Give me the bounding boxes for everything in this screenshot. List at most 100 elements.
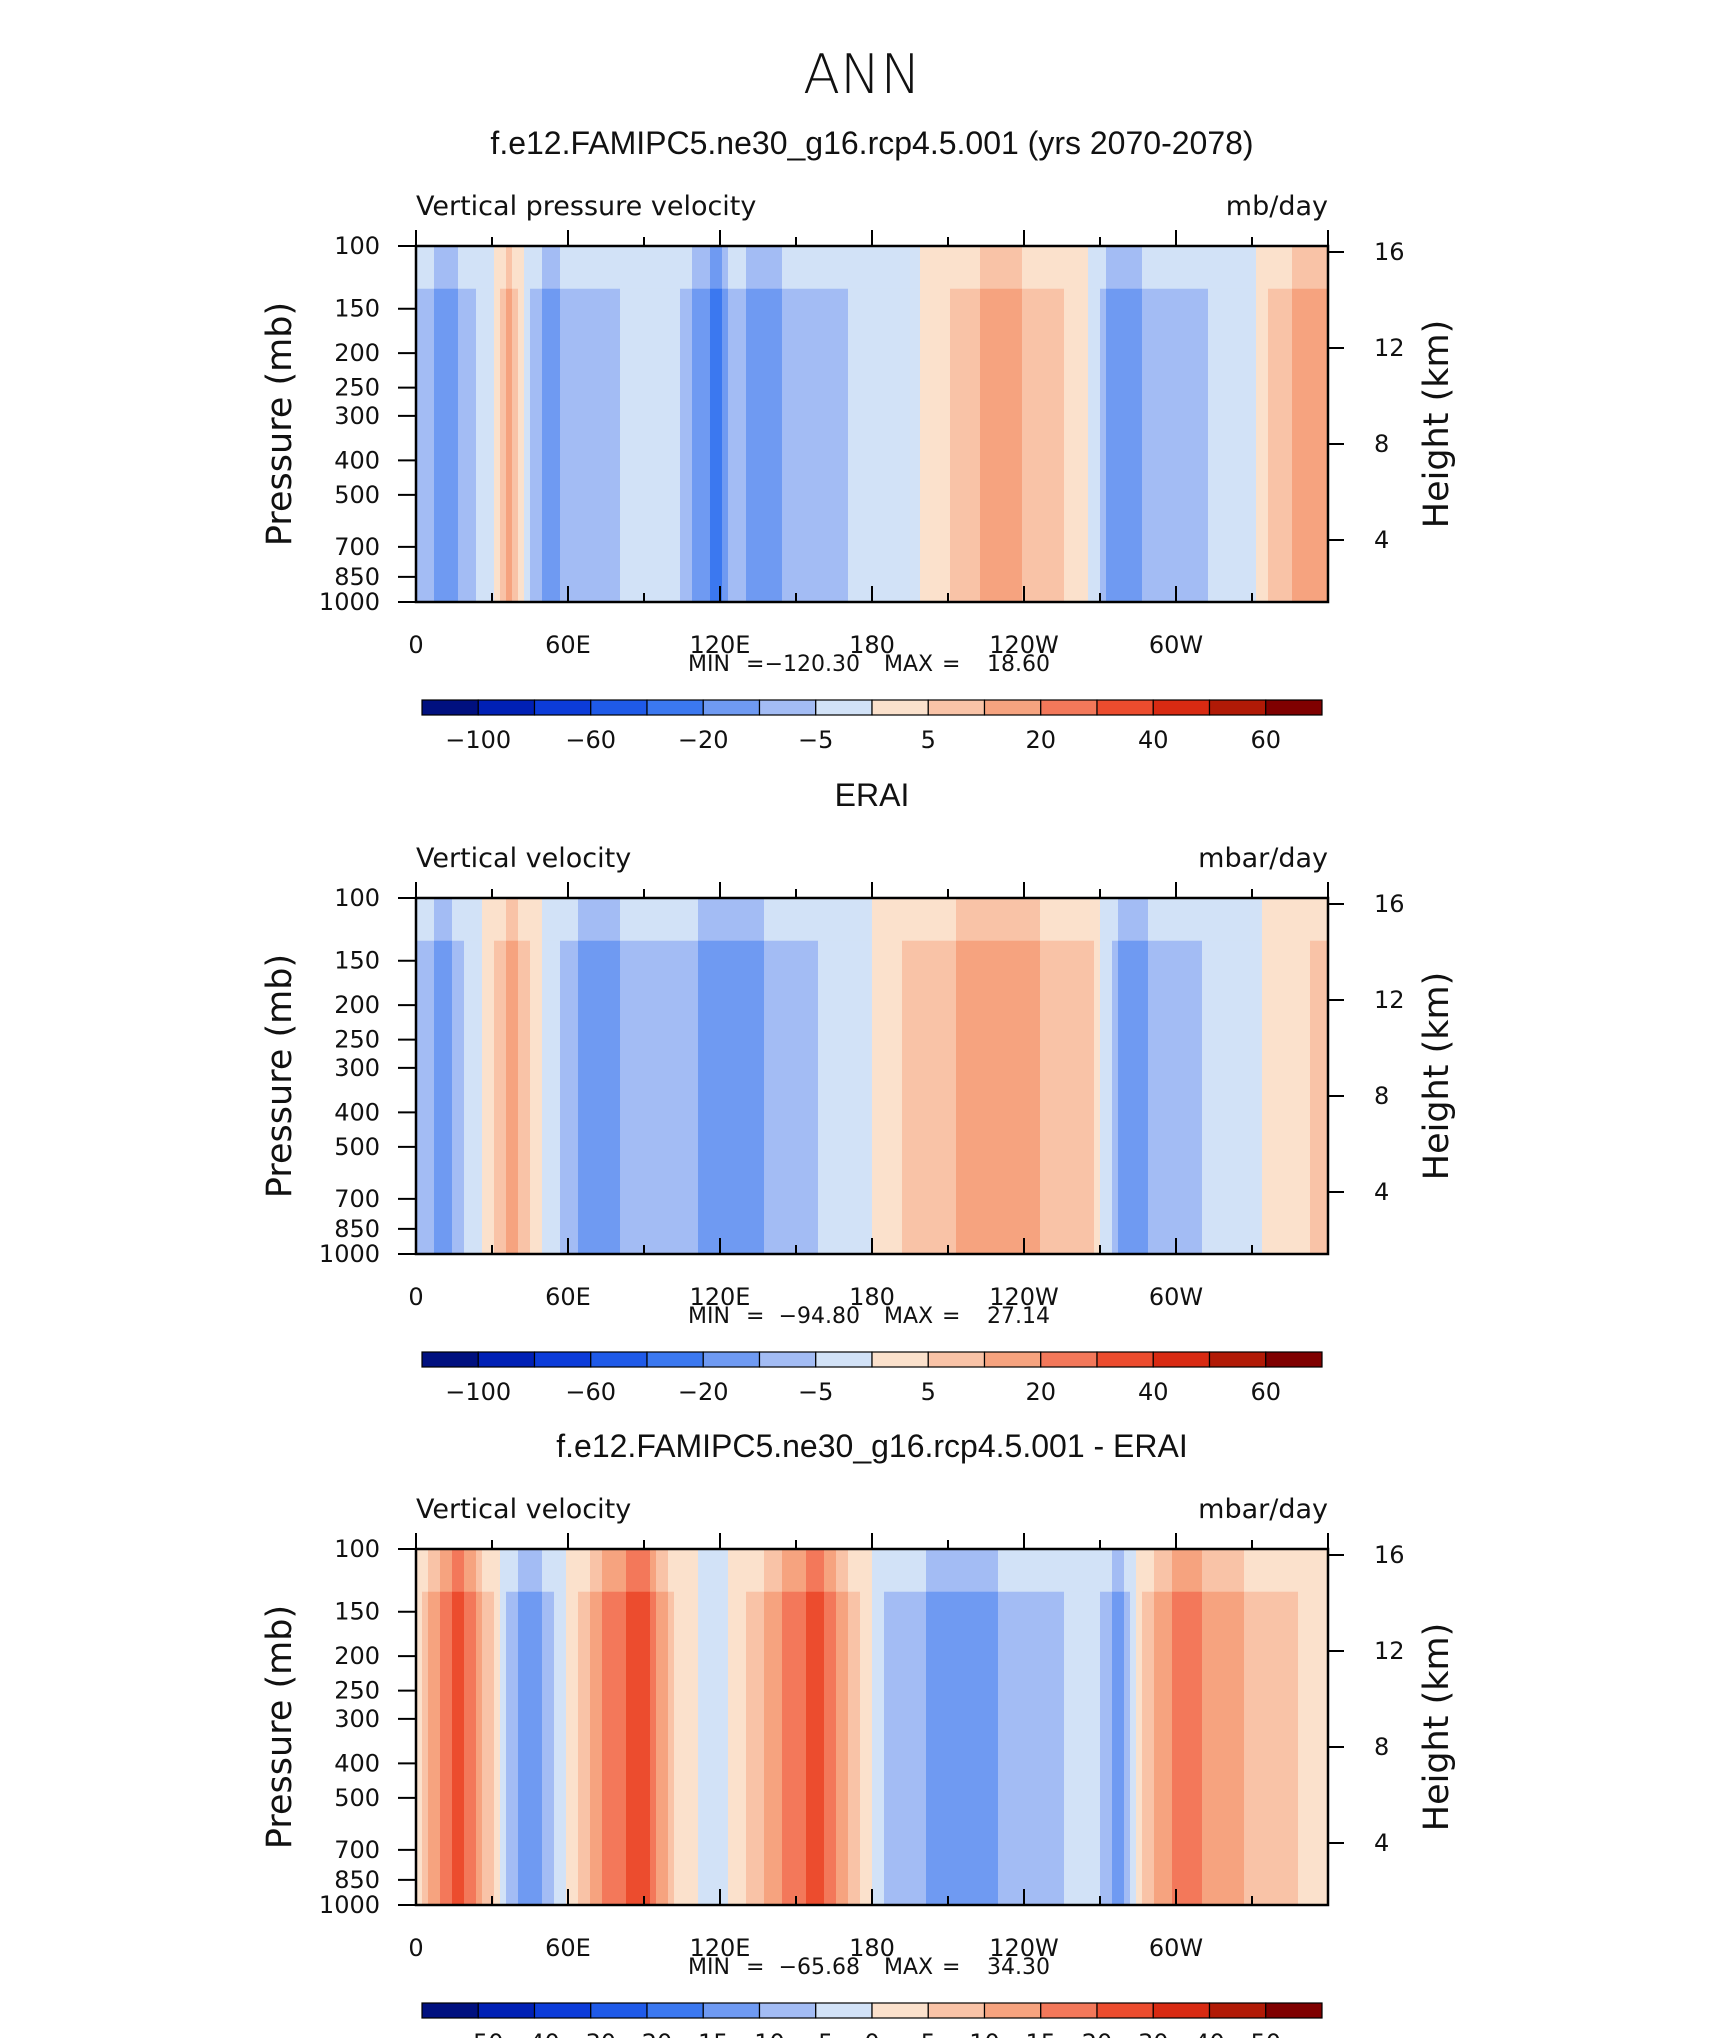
field-cell [1142,246,1149,602]
colorbar-swatch [1208,699,1267,716]
field-cell [932,1549,939,1905]
field-cell [662,898,669,941]
field-cell [470,1549,477,1592]
field-cell [890,898,897,941]
field-cell [728,1549,735,1905]
field-cell [1172,246,1179,602]
field-cell [602,1549,609,1905]
field-cell [674,246,681,602]
field-cell [704,1549,711,1592]
field-cell [1064,1549,1071,1905]
field-cell [614,1549,621,1592]
y-right-tick-label: 16 [1374,238,1405,266]
field-cell [794,898,801,1254]
field-cell [674,1549,681,1592]
field-cell [602,898,609,1254]
field-cell [692,1549,699,1905]
field-cell [896,898,903,1254]
field-cell [836,1549,843,1592]
colorbar-swatch [421,699,479,716]
field-cell [572,246,579,602]
field-cell [518,1549,525,1905]
field-cell [914,1549,921,1905]
field-cell [1238,246,1245,602]
field-cell [1004,898,1011,1254]
field-cell [1208,1549,1215,1592]
field-cell [458,246,465,289]
field-cell [1262,246,1269,289]
field-cell [542,246,549,602]
colorbar-label: −5 [798,726,833,754]
field-cell [1316,898,1323,1254]
field-cell [734,246,741,602]
field-cell [770,898,777,1254]
y-right-tick-label: 12 [1374,1637,1405,1665]
field-cell [986,898,993,941]
field-cell [554,1549,561,1592]
field-cell [842,898,849,1254]
colorbar-swatch [1208,2002,1267,2019]
field-cell [860,898,867,1254]
field-cell [974,246,981,602]
field-cell [806,246,813,602]
field-cell [764,246,771,289]
field-cell [500,1549,507,1905]
field-cell [662,898,669,1254]
field-cell [662,1549,669,1905]
field-cell [524,246,531,602]
colorbar-label: 5 [921,2029,936,2038]
field-cell [962,246,969,602]
field-cell [1088,246,1095,289]
field-cell [962,246,969,289]
field-cell [1220,246,1227,289]
field-cell [668,898,675,941]
field-cell [968,246,975,289]
field-cell [1196,246,1203,289]
field-cell [1214,1549,1221,1905]
field-cell [476,1549,483,1592]
field-cell [932,1549,939,1592]
field-cell [950,1549,957,1905]
x-tick-label: 120W [989,1934,1059,1962]
field-cell [1310,1549,1317,1905]
field-cell [1298,1549,1305,1905]
field-cell [866,1549,873,1905]
field-cell [848,246,855,602]
field-cell [830,898,837,1254]
field-cell [548,246,555,602]
equals-sign: = [942,652,960,677]
equals-sign: = [942,1955,960,1980]
field-cell [524,898,531,941]
field-cell [560,246,567,602]
field-cell [548,246,555,289]
field-cell [1286,898,1293,1254]
field-cell [548,898,555,1254]
field-cell [464,246,471,602]
field-cell [1124,898,1131,941]
field-cell [1160,246,1167,289]
field-cell [1184,1549,1191,1905]
field-cell [476,1549,483,1905]
y-tick-label: 100 [334,884,380,912]
field-cell [1118,246,1125,602]
field-cell [482,898,489,941]
field-cell [1034,1549,1041,1592]
field-cell [1322,898,1329,941]
field-cell [764,898,771,1254]
field-cell [950,898,957,941]
colorbar: −50−40−30−20−15−10−505101520304050 [421,2002,1323,2038]
field-cell [854,1549,861,1592]
field-cell [854,898,861,1254]
field-cell [908,246,915,289]
field-cell [1010,898,1017,941]
field-cell [920,1549,927,1592]
field-cell [452,246,459,602]
field-cell [1220,1549,1227,1905]
field-cell [1226,1549,1233,1592]
field-cell [674,898,681,941]
colorbar-label: −15 [678,2029,729,2038]
panel-title: f.e12.FAMIPC5.ne30_g16.rcp4.5.001 - ERAI [556,1428,1187,1464]
field-cell [1280,898,1287,941]
field-cell [656,1549,663,1905]
